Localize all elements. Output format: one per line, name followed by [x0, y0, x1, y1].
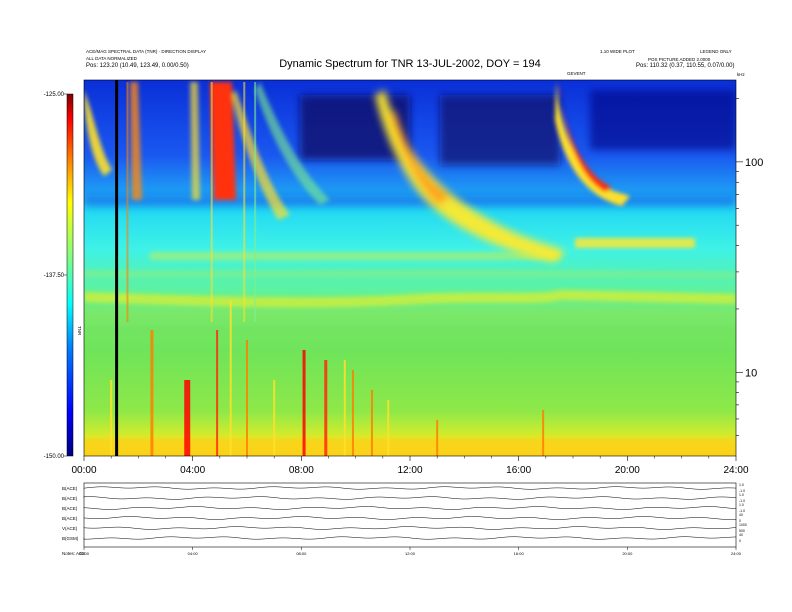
footer-notes: Notes: ACE — [62, 551, 86, 556]
time-tick-label: 20:00 — [615, 465, 640, 476]
spike-mark — [216, 330, 219, 456]
bottom-panel-scale-top: 1.0 — [739, 483, 744, 487]
header-mid-marker: GEVENT — [567, 71, 586, 76]
spike-mark — [542, 410, 545, 456]
spike-mark — [243, 82, 246, 322]
spike-mark — [324, 360, 328, 456]
bottom-panel-scale-bottom: -1.0 — [739, 499, 745, 503]
bottom-panel-label: V(ACE) — [62, 526, 78, 531]
bottom-time-label: 24:00 — [731, 551, 742, 556]
bottom-panels: B(ACE)1.0-1.0B(ACE)1.0-1.0B(ACE)1.0-1.0B… — [62, 482, 747, 556]
header-right-top-b: LEGEND ONLY — [700, 49, 732, 54]
bottom-panel-scale-bottom: 0 — [739, 539, 741, 543]
spike-mark — [246, 340, 248, 456]
header-line-b: ALL DATA NORMALIZED — [86, 56, 137, 61]
bottom-panel-trace — [83, 496, 737, 500]
chart-title: Dynamic Spectrum for TNR 13-JUL-2002, DO… — [279, 58, 541, 70]
header-right-top-a: 1.10 WIDE PLOT — [600, 49, 635, 54]
spike-mark — [343, 360, 346, 456]
bottom-panel-label: B(GSM) — [62, 536, 79, 541]
bottom-time-label: 20:00 — [622, 551, 633, 556]
bottom-panel-trace — [83, 536, 737, 540]
header-right-info-a: POS PICTURE ADDED 2.0000 — [648, 57, 711, 62]
spike-mark — [387, 400, 390, 456]
spectrogram — [84, 80, 736, 456]
bottom-time-label: 16:00 — [514, 551, 525, 556]
bottom-time-label: 08:00 — [296, 551, 307, 556]
spike-mark — [184, 380, 191, 456]
time-axis: 00:00 04:00 08:00 12:00 16:00 20:00 24:00 — [71, 456, 749, 476]
header-right-info-b: Pos: 110.32 (0.37, 110.55, 0.07/0.00) — [636, 63, 735, 69]
emission-bands — [84, 238, 736, 456]
bottom-panel-scale-top: 40 — [739, 533, 743, 537]
header-line-a: ACE/MAG SPECTRAL DATA (TNR) · DIRECTION … — [86, 49, 207, 54]
bottom-panel-label: B(ACE) — [62, 496, 78, 501]
spike-mark — [370, 390, 373, 456]
colorbar-title: TNR — [77, 326, 82, 336]
spike-mark — [229, 300, 232, 456]
frequency-axis: 10 100 — [736, 98, 763, 436]
bottom-panel-label: B(ACE) — [62, 506, 78, 511]
dark-regions — [84, 90, 736, 207]
spike-mark — [126, 82, 129, 322]
descending-burst — [375, 90, 565, 262]
colorbar-labels: -125.00 -137.50 -150.00 TNR — [44, 92, 82, 460]
spike-mark — [150, 330, 154, 456]
colorbar-tick-label: -137.50 — [44, 273, 65, 279]
bottom-panel-label: B(ACE) — [62, 516, 78, 521]
khz-unit: kHz — [737, 72, 745, 77]
bottom-time-label: 04:00 — [188, 551, 199, 556]
spike-mark — [351, 370, 354, 456]
bottom-panel-scale-top: 40 — [739, 513, 743, 517]
bottom-panel-scale-top: 1.0 — [739, 503, 744, 507]
bottom-time-label: 12:00 — [405, 551, 416, 556]
bottom-panel-scale-top: 1.0 — [739, 493, 744, 497]
time-tick-label: 16:00 — [506, 465, 531, 476]
spike-mark — [436, 420, 439, 456]
freq-tick-label: 100 — [745, 157, 763, 169]
vertical-spikes — [110, 82, 545, 456]
bottom-panel-scale-bottom: -1.0 — [739, 489, 745, 493]
spike-mark — [273, 380, 276, 456]
spike-mark — [302, 350, 306, 456]
spike-mark — [254, 82, 257, 322]
colorbar-tick-label: -125.00 — [44, 92, 65, 98]
other-bursts — [84, 82, 330, 220]
bottom-panel-trace — [83, 486, 737, 490]
bottom-panel-trace — [83, 506, 737, 510]
intense-burst — [555, 82, 630, 206]
colorbar-tick-label: -150.00 — [44, 454, 65, 460]
bottom-panel-scale-bottom: -1.0 — [739, 509, 745, 513]
freq-tick-label: 10 — [745, 367, 757, 379]
spike-mark — [210, 82, 213, 322]
bottom-panel-label: B(ACE) — [62, 486, 78, 491]
bottom-panel-scale-bottom: 500 — [739, 529, 745, 533]
header-left-info: Pos: 123.20 (10.49, 123.49, 0.00/0.50) — [86, 63, 189, 69]
colorbar — [66, 93, 74, 457]
bottom-panel-trace — [83, 526, 737, 530]
bottom-panel-scale-top: 1000 — [739, 523, 747, 527]
spike-mark — [110, 380, 113, 456]
bottom-time-label: 00:00 — [79, 551, 90, 556]
time-tick-label: 00:00 — [71, 465, 96, 476]
time-tick-label: 04:00 — [180, 465, 205, 476]
bottom-panel-trace — [83, 516, 737, 520]
time-tick-label: 08:00 — [289, 465, 314, 476]
time-tick-label: 24:00 — [723, 465, 748, 476]
time-tick-label: 12:00 — [397, 465, 422, 476]
bottom-panel-scale-bottom: 0 — [739, 519, 741, 523]
